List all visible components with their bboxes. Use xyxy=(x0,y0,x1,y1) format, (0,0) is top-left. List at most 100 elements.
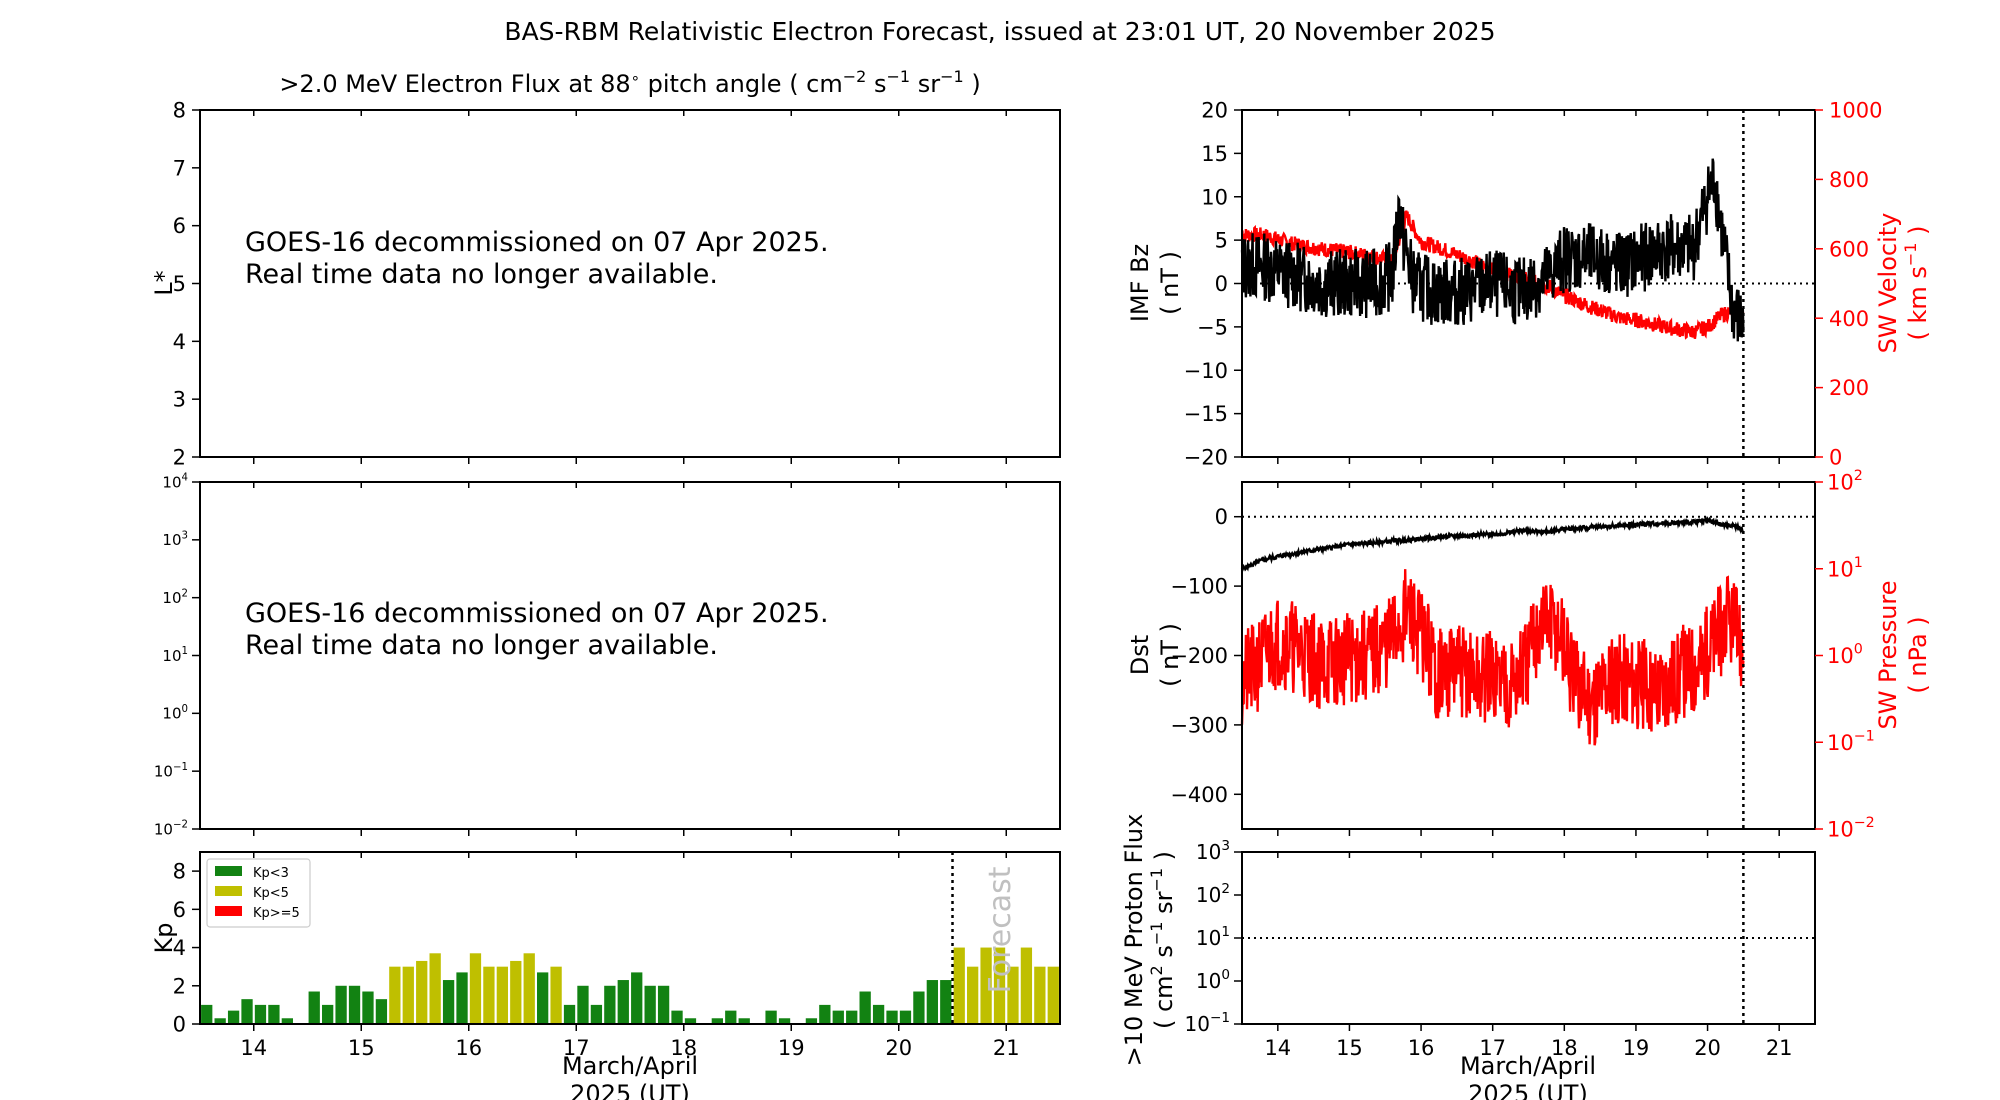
kp-x-tick-label: 19 xyxy=(778,1036,805,1060)
kp-bar xyxy=(362,991,374,1024)
kp-bar xyxy=(872,1004,885,1024)
kp-bar xyxy=(846,1010,858,1024)
series-dst xyxy=(1240,515,1745,572)
dst-y-tick-label: −100 xyxy=(1170,575,1228,599)
kp-ylabel: Kp xyxy=(150,923,178,954)
sw-pressure-y-tick-label: 10−1 xyxy=(1827,728,1875,754)
kp-bar xyxy=(429,953,441,1024)
geo-message-line2: Real time data no longer available. xyxy=(245,630,718,661)
kp-bar xyxy=(335,985,347,1024)
kp-x-tick-label: 18 xyxy=(670,1036,697,1060)
kp-bar xyxy=(671,1010,683,1024)
kp-bar xyxy=(416,960,428,1024)
dst-y-tick-label: −200 xyxy=(1170,644,1228,668)
sw-velocity-label-line1: SW Velocity xyxy=(1874,213,1902,354)
imf-y-tick-label: 5 xyxy=(1215,229,1228,253)
kp-bar xyxy=(1034,966,1046,1024)
kp-bar xyxy=(832,1010,844,1024)
kp-y-tick-label: 6 xyxy=(173,898,186,922)
imf-ylabel-line2: ( nT ) xyxy=(1156,251,1184,315)
kp-bar xyxy=(510,960,522,1024)
kp-bar xyxy=(496,966,508,1024)
proton-x-tick-label: 16 xyxy=(1408,1036,1435,1060)
proton-x-tick-label: 15 xyxy=(1336,1036,1363,1060)
kp-xlabel-line2: 2025 (UT) xyxy=(570,1080,690,1100)
kp-bar xyxy=(604,985,616,1024)
lstar-ylabel: L* xyxy=(150,270,178,295)
kp-bar xyxy=(348,985,361,1024)
kp-bar xyxy=(913,991,925,1024)
dst-ylabel-line1: Dst xyxy=(1126,635,1154,675)
imf-y-tick-label: −10 xyxy=(1184,359,1228,383)
series-imf-bz xyxy=(1240,158,1745,342)
kp-bar xyxy=(1047,966,1059,1024)
geo-y-tick-label: 104 xyxy=(162,473,188,492)
kp-bar xyxy=(402,966,414,1024)
proton-x-tick-label: 18 xyxy=(1551,1036,1578,1060)
lstar-y-tick-label: 2 xyxy=(173,446,186,470)
kp-bar xyxy=(980,947,992,1024)
kp-bar xyxy=(778,1018,791,1024)
lstar-y-tick-label: 6 xyxy=(173,214,186,238)
sw-velocity-y-tick-label: 800 xyxy=(1829,168,1869,192)
lstar-y-tick-label: 3 xyxy=(173,388,186,412)
geo-y-tick-label: 101 xyxy=(162,646,188,665)
kp-bar xyxy=(577,985,589,1024)
kp-bar xyxy=(442,980,455,1024)
proton-x-tick-label: 21 xyxy=(1766,1036,1793,1060)
kp-bar xyxy=(308,991,320,1024)
sw-velocity-y-tick-label: 600 xyxy=(1829,237,1869,261)
kp-bar xyxy=(523,953,535,1024)
kp-bar xyxy=(1020,947,1033,1024)
proton-xlabel-line1: March/April xyxy=(1460,1052,1596,1080)
sw-velocity-y-tick-label: 0 xyxy=(1829,446,1842,470)
panel-lstar-title: >2.0 MeV Electron Flux at 88∘ pitch angl… xyxy=(279,67,980,98)
kp-bar xyxy=(859,991,871,1024)
geo-y-tick-label: 103 xyxy=(162,530,188,549)
legend-swatch-kp-high xyxy=(215,906,242,916)
kp-bar xyxy=(805,1018,818,1024)
proton-ylabel-line2: ( cm2 s−1 sr−1 ) xyxy=(1147,851,1178,1029)
kp-bar xyxy=(227,1010,240,1024)
imf-y-tick-label: 10 xyxy=(1201,185,1228,209)
lstar-y-tick-label: 8 xyxy=(173,99,186,123)
kp-bar xyxy=(967,966,979,1024)
sw-pressure-y-tick-label: 10−2 xyxy=(1827,815,1875,841)
kp-bar xyxy=(926,980,938,1024)
panel-kp: Forecast 0 2 4 6 8 14 15 16 17 18 19 20 21 Kp March… xyxy=(150,851,1061,1100)
sw-velocity-y-tick-label: 400 xyxy=(1829,307,1869,331)
imf-ylabel-line1: IMF Bz xyxy=(1126,244,1154,322)
panel-kp-frame xyxy=(199,851,1061,1025)
kp-bar xyxy=(483,966,495,1024)
proton-y-tick-label: 103 xyxy=(1196,838,1230,864)
kp-x-tick-label: 17 xyxy=(563,1036,590,1060)
geo-y-tick-label: 100 xyxy=(162,704,188,723)
kp-bar xyxy=(684,1018,697,1024)
kp-legend: Kp<3 Kp<5 Kp>=5 xyxy=(206,858,311,928)
kp-y-tick-label: 2 xyxy=(173,974,186,998)
lstar-y-tick-label: 5 xyxy=(173,272,186,296)
lstar-y-tick-label: 7 xyxy=(173,156,186,180)
panel-imf-sw: −20 −15 −10 −5 0 5 10 15 20 0 200 400 600 800 1000 IM… xyxy=(1126,99,1932,470)
kp-bar xyxy=(375,999,388,1024)
geo-y-tick-label: 10−2 xyxy=(154,820,188,839)
forecast-label: Forecast xyxy=(983,866,1018,993)
sw-pressure-label-line1: SW Pressure xyxy=(1874,580,1902,729)
kp-x-tick-label: 14 xyxy=(240,1036,267,1060)
proton-x-tick-label: 19 xyxy=(1623,1036,1650,1060)
sw-pressure-y-tick-label: 100 xyxy=(1827,642,1863,668)
sw-pressure-y-tick-label: 102 xyxy=(1827,468,1863,494)
kp-bar xyxy=(953,947,965,1024)
sw-velocity-y-tick-label: 1000 xyxy=(1829,99,1882,123)
kp-x-tick-label: 16 xyxy=(455,1036,482,1060)
kp-bar xyxy=(738,1018,750,1024)
legend-swatch-kp-mid xyxy=(215,886,242,896)
proton-ylabel-line1: >10 MeV Proton Flux xyxy=(1120,814,1148,1067)
panel-lstar-flux: >2.0 MeV Electron Flux at 88∘ pitch angl… xyxy=(150,67,1061,470)
kp-bar xyxy=(617,980,629,1024)
dst-y-tick-label: 0 xyxy=(1215,505,1228,529)
kp-bar xyxy=(765,1010,777,1024)
kp-bar xyxy=(389,966,401,1024)
kp-bar xyxy=(631,972,643,1024)
kp-bar xyxy=(469,953,482,1024)
